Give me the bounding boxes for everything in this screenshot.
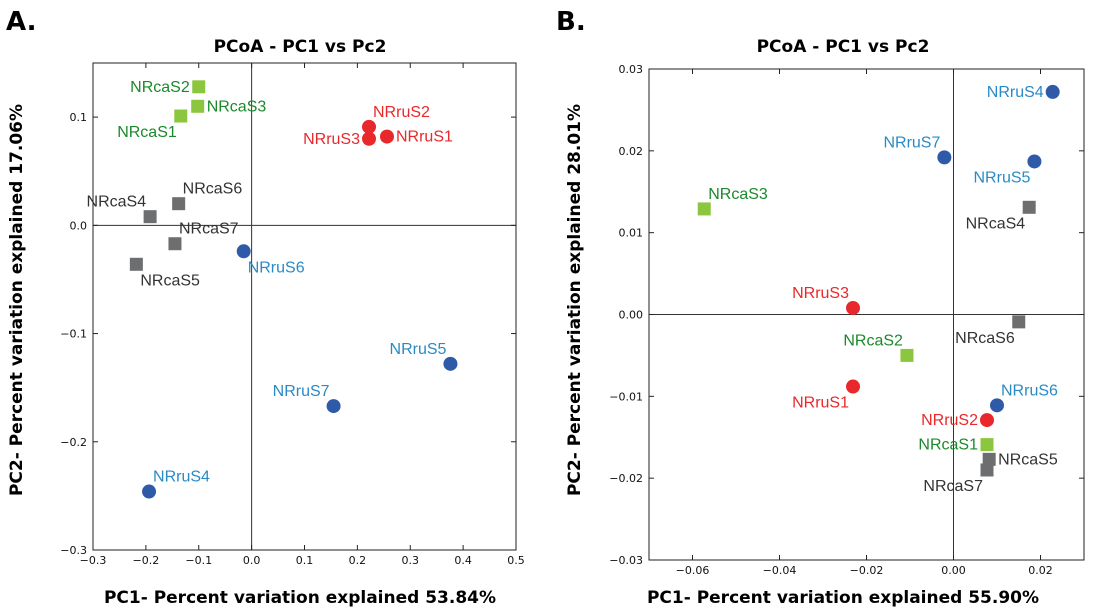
data-point-square xyxy=(1022,200,1036,214)
data-point-label: NRruS6 xyxy=(248,259,305,276)
panel-b-pcoa-chart: B. PCoA - PC1 vs Pc2 −0.06 −0.04 −0.02 0.00… xyxy=(556,7,1085,608)
data-point-label: NRruS4 xyxy=(987,84,1044,101)
y-axis-label: PC2- Percent variation explained 28.01% xyxy=(565,104,585,496)
data-point-label: NRcaS3 xyxy=(207,98,267,115)
x-tick-label: −0.2 xyxy=(133,554,160,567)
x-axis-label: PC1- Percent variation explained 55.90% xyxy=(647,588,1039,608)
y-tick-label: 0.02 xyxy=(619,145,644,158)
data-point-circle xyxy=(362,131,377,146)
data-point-circle xyxy=(236,244,251,259)
y-tick-label: 0.1 xyxy=(70,111,88,124)
x-tick-label: 0.4 xyxy=(454,554,472,567)
x-tick-label: 0.5 xyxy=(507,554,525,567)
data-point-label: NRruS2 xyxy=(373,104,430,121)
data-point-label: NRcaS7 xyxy=(179,221,239,238)
y-tick-label: −0.03 xyxy=(609,554,643,567)
data-point-label: NRruS7 xyxy=(883,134,940,151)
x-tick-label: −0.02 xyxy=(850,564,884,577)
x-tick-label: 0.0 xyxy=(243,554,261,567)
data-point-label: NRcaS1 xyxy=(918,437,978,454)
data-point-label: NRruS7 xyxy=(273,383,330,400)
x-axis-label: PC1- Percent variation explained 53.84% xyxy=(104,588,496,608)
data-point-label: NRcaS7 xyxy=(923,478,983,495)
x-tick-label: 0.2 xyxy=(349,554,367,567)
data-point-circle xyxy=(846,379,861,394)
data-point-square xyxy=(980,463,994,477)
data-point-circle xyxy=(979,413,994,428)
data-point-label: NRcaS6 xyxy=(955,330,1015,347)
panel-letter-b: B. xyxy=(556,7,586,37)
y-tick-label: −0.01 xyxy=(609,390,643,403)
data-point-label: NRcaS4 xyxy=(966,215,1026,232)
data-point-label: NRruS1 xyxy=(396,129,453,146)
chart-title: PCoA - PC1 vs Pc2 xyxy=(757,37,930,57)
y-tick-label: −0.2 xyxy=(60,436,87,449)
data-point-circle xyxy=(937,150,952,165)
data-point-square xyxy=(980,438,994,452)
data-point-circle xyxy=(326,399,341,414)
plot-area: −0.06 −0.04 −0.02 0.00 0.02 −0.03 −0.02 −0.01 0.… xyxy=(609,63,1085,577)
y-tick-label: −0.1 xyxy=(60,328,87,341)
data-point-circle xyxy=(1045,84,1060,99)
data-point-square xyxy=(172,197,186,211)
x-tick-label: 0.3 xyxy=(402,554,420,567)
y-tick-label: 0.03 xyxy=(619,63,644,76)
data-point-square xyxy=(192,80,206,94)
x-tick-label: 0.1 xyxy=(296,554,314,567)
x-tick-label: −0.3 xyxy=(80,554,107,567)
data-point-square xyxy=(143,210,157,224)
data-point-label: NRruS2 xyxy=(921,412,978,429)
data-point-label: NRcaS5 xyxy=(140,272,200,289)
data-point-circle xyxy=(142,484,157,499)
data-point-label: NRruS6 xyxy=(1001,382,1058,399)
data-point-circle xyxy=(443,356,458,371)
data-point-circle xyxy=(1027,154,1042,169)
data-point-label: NRruS1 xyxy=(792,395,849,412)
data-point-square xyxy=(129,257,143,271)
data-point-square xyxy=(900,348,914,362)
data-point-label: NRcaS2 xyxy=(130,79,190,96)
y-tick-label: −0.02 xyxy=(609,472,643,485)
data-point-label: NRruS5 xyxy=(974,169,1031,186)
x-tick-label: −0.04 xyxy=(763,564,797,577)
data-point-square xyxy=(982,452,996,466)
data-point-label: NRcaS2 xyxy=(843,332,903,349)
x-tick-label: −0.1 xyxy=(185,554,212,567)
data-point-circle xyxy=(990,398,1004,413)
data-point-label: NRruS3 xyxy=(303,131,360,148)
panel-a-pcoa-chart: A. PCoA - PC1 vs Pc2 −0.3 −0.2 −0.1 0.0 0.1 0… xyxy=(6,7,525,608)
data-point-label: NRcaS4 xyxy=(87,194,147,211)
y-tick-label: 0.01 xyxy=(619,227,644,240)
chart-title: PCoA - PC1 vs Pc2 xyxy=(214,37,387,57)
data-point-label: NRcaS6 xyxy=(183,181,243,198)
x-tick-label: 0.00 xyxy=(941,564,966,577)
plot-area: −0.3 −0.2 −0.1 0.0 0.1 0.2 0.3 0.4 0.5 −0.3 −0.2 −0… xyxy=(60,62,525,567)
data-point-circle xyxy=(379,129,394,144)
panel-letter-a: A. xyxy=(6,7,36,37)
data-point-square xyxy=(697,202,711,216)
data-point-square xyxy=(1012,315,1026,329)
data-point-square xyxy=(174,109,188,123)
y-axis-label: PC2- Percent variation explained 17.06% xyxy=(7,104,27,496)
x-tick-label: −0.06 xyxy=(676,564,710,577)
data-point-label: NRruS3 xyxy=(792,285,849,302)
data-point-label: NRcaS5 xyxy=(998,451,1058,468)
y-tick-label: −0.3 xyxy=(60,544,87,557)
data-point-circle xyxy=(362,119,377,134)
data-point-square xyxy=(191,99,205,113)
y-tick-label: 0.00 xyxy=(619,309,644,322)
data-point-circle xyxy=(846,300,861,315)
data-point-label: NRruS4 xyxy=(153,469,210,486)
data-point-label: NRcaS3 xyxy=(708,186,768,203)
x-tick-label: 0.02 xyxy=(1028,564,1053,577)
data-point-label: NRcaS1 xyxy=(117,124,177,141)
y-tick-label: 0.0 xyxy=(70,219,88,232)
data-point-square xyxy=(168,237,182,251)
data-point-label: NRruS5 xyxy=(390,341,447,358)
